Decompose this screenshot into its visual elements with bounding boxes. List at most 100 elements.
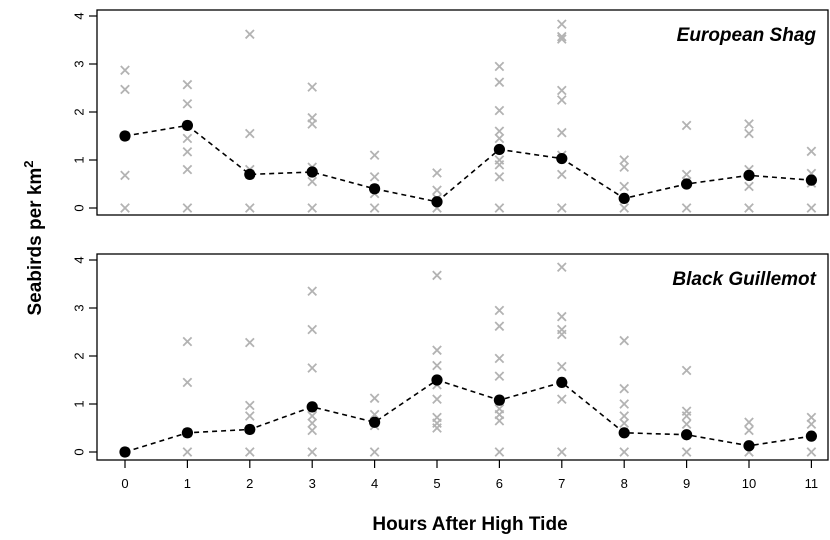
raw-point-stroke	[494, 171, 505, 182]
raw-point-stroke	[120, 203, 130, 213]
mean-point	[743, 440, 755, 452]
raw-point	[494, 159, 505, 170]
raw-point	[681, 203, 692, 213]
raw-point	[619, 162, 630, 173]
raw-point	[182, 447, 193, 457]
raw-point	[120, 203, 130, 213]
raw-point	[744, 203, 754, 213]
mean-point	[743, 169, 755, 181]
raw-point-stroke	[120, 170, 130, 181]
raw-point-stroke	[432, 394, 442, 405]
raw-point-stroke	[369, 203, 380, 213]
raw-point	[244, 411, 255, 421]
raw-point	[681, 411, 692, 421]
mean-line	[124, 379, 812, 453]
raw-point	[619, 335, 630, 346]
mean-point	[244, 423, 256, 436]
raw-point-stroke	[369, 171, 380, 182]
raw-point-stroke	[619, 203, 630, 213]
panel-title: European Shag	[677, 25, 817, 46]
mean-point	[119, 130, 131, 142]
raw-point	[432, 423, 442, 433]
raw-point-stroke	[494, 353, 505, 364]
raw-point-stroke	[556, 34, 567, 44]
raw-point-stroke	[681, 203, 692, 213]
mean-point	[369, 416, 381, 428]
mean-point	[681, 178, 693, 190]
raw-point	[494, 321, 505, 332]
raw-point	[494, 203, 505, 213]
raw-point	[244, 400, 255, 411]
raw-point	[619, 181, 630, 192]
raw-point	[369, 150, 380, 161]
mean-point	[805, 430, 818, 442]
raw-point-stroke	[244, 337, 255, 348]
y-axis-title-main: Seabirds per km	[25, 168, 46, 316]
raw-point	[120, 65, 130, 76]
mean-point	[431, 374, 443, 386]
raw-point	[494, 353, 505, 364]
raw-point	[556, 361, 567, 372]
raw-point	[182, 99, 193, 109]
raw-point	[432, 360, 442, 371]
raw-point	[619, 418, 630, 429]
raw-point-stroke	[369, 150, 380, 161]
mean-point	[244, 168, 256, 180]
raw-point-stroke	[494, 61, 505, 72]
raw-point-stroke	[307, 411, 318, 421]
raw-point-stroke	[182, 99, 193, 109]
mean-point	[119, 446, 131, 458]
raw-point	[494, 133, 505, 144]
raw-point-stroke	[182, 203, 193, 213]
raw-point-stroke	[681, 120, 692, 131]
raw-point	[369, 171, 380, 182]
raw-point-stroke	[369, 393, 380, 404]
mean-point	[181, 119, 193, 132]
raw-point	[744, 119, 754, 129]
raw-point	[619, 399, 630, 409]
raw-point-stroke	[556, 394, 567, 405]
raw-point	[556, 394, 567, 405]
raw-point-stroke	[307, 119, 318, 129]
raw-observations	[120, 19, 817, 213]
raw-point-stroke	[494, 415, 505, 426]
raw-point-stroke	[744, 203, 754, 213]
raw-point	[806, 203, 817, 213]
raw-point	[369, 203, 380, 213]
raw-point	[744, 181, 754, 192]
mean-point	[618, 192, 630, 204]
raw-point	[494, 447, 505, 457]
raw-point	[120, 84, 130, 95]
raw-point-stroke	[307, 363, 318, 373]
raw-point	[307, 176, 318, 187]
raw-point	[307, 363, 318, 373]
raw-point-stroke	[556, 262, 567, 273]
raw-point-stroke	[432, 270, 442, 281]
panel-1: 0 1 2 3 4 European Shag	[72, 9, 829, 216]
raw-point	[619, 203, 630, 213]
raw-point	[307, 286, 318, 297]
raw-point-stroke	[182, 336, 193, 347]
raw-point-stroke	[244, 128, 255, 139]
raw-point	[244, 337, 255, 348]
raw-point	[556, 311, 567, 322]
raw-point-stroke	[494, 133, 505, 144]
raw-point	[556, 127, 567, 138]
raw-point	[806, 146, 817, 157]
raw-point	[556, 95, 567, 105]
raw-point	[556, 203, 567, 213]
raw-point-stroke	[182, 447, 193, 457]
raw-point-stroke	[619, 335, 630, 346]
panel-title: Black Guillemot	[672, 269, 816, 290]
raw-point	[244, 29, 255, 40]
raw-point-stroke	[244, 411, 255, 421]
x-axis: 0 1 2 3 4 5 6 7 8 9 10 11	[121, 460, 818, 491]
mean-point	[306, 166, 318, 178]
raw-point	[182, 377, 193, 388]
raw-point-stroke	[307, 286, 318, 297]
raw-point-stroke	[432, 360, 442, 371]
panel-frame	[96, 253, 829, 461]
raw-point-stroke	[556, 31, 567, 42]
raw-point	[244, 447, 255, 457]
mean-line	[124, 124, 812, 203]
